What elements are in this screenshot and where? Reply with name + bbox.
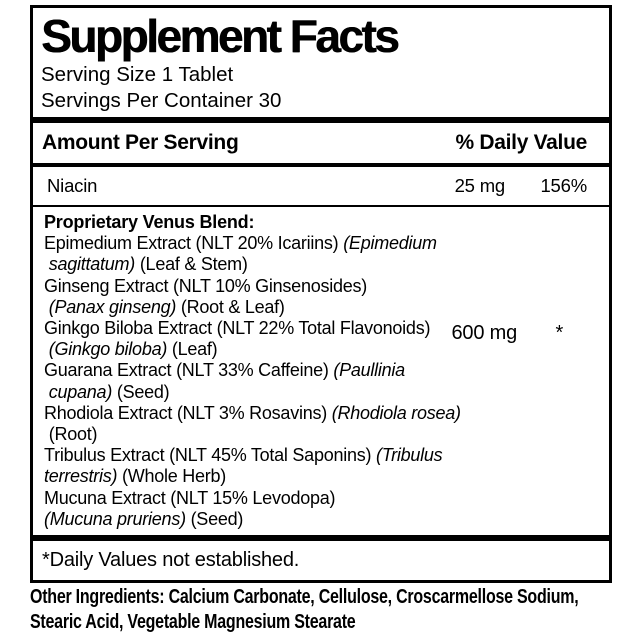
blend-line: sagittatum) (Leaf & Stem) bbox=[48, 254, 248, 275]
divider-thick-top bbox=[33, 117, 609, 123]
column-header-row: Amount Per Serving % Daily Value bbox=[33, 123, 609, 163]
blend-line: Rhodiola Extract (NLT 3% Rosavins) (Rhod… bbox=[44, 402, 461, 423]
nutrient-name: Niacin bbox=[47, 175, 98, 196]
blend-line: cupana) (Seed) bbox=[48, 381, 170, 402]
blend-line: (Mucuna pruriens) (Seed) bbox=[44, 508, 244, 529]
divider-thick-bottom bbox=[33, 535, 609, 542]
blend-line: Guarana Extract (NLT 33% Caffeine) (Paul… bbox=[44, 360, 405, 381]
supplement-facts-panel: Supplement Facts Serving Size 1 Tablet S… bbox=[30, 5, 612, 584]
blend-amount: 600 mg bbox=[451, 322, 517, 344]
servings-per-container: Servings Per Container 30 bbox=[41, 88, 282, 112]
blend-line: Epimedium Extract (NLT 20% Icariins) (Ep… bbox=[44, 233, 437, 254]
other-ingredients-line-1: Other Ingredients: Calcium Carbonate, Ce… bbox=[30, 586, 579, 608]
blend-line: Ginkgo Biloba Extract (NLT 22% Total Fla… bbox=[44, 318, 431, 339]
footnote: *Daily Values not established. bbox=[42, 549, 300, 572]
amount-per-serving-header: Amount Per Serving bbox=[42, 131, 239, 154]
proprietary-blend-section: Proprietary Venus Blend: Epimedium Extrac… bbox=[33, 207, 609, 535]
blend-lines: Proprietary Venus Blend: Epimedium Extrac… bbox=[44, 212, 600, 530]
panel-title: Supplement Facts bbox=[41, 10, 400, 62]
serving-info: Serving Size 1 Tablet Servings Per Conta… bbox=[33, 60, 609, 117]
blend-line: (Root) bbox=[44, 424, 98, 445]
blend-line: Mucuna Extract (NLT 15% Levodopa) bbox=[44, 487, 336, 508]
blend-line: Proprietary Venus Blend: bbox=[44, 212, 255, 232]
nutrient-amount: 25 mg bbox=[454, 175, 506, 196]
nutrient-daily-value: 156% bbox=[540, 175, 587, 196]
blend-line: terrestris) (Whole Herb) bbox=[44, 466, 227, 487]
blend-daily-value-asterisk: * bbox=[555, 322, 563, 344]
other-ingredients: Other Ingredients: Calcium Carbonate, Ce… bbox=[30, 585, 614, 635]
blend-line: (Panax ginseng) (Root & Leaf) bbox=[48, 296, 285, 317]
divider-medium bbox=[33, 163, 609, 167]
daily-value-header: % Daily Value bbox=[455, 131, 587, 154]
nutrient-row-niacin: Niacin 25 mg 156% bbox=[33, 167, 609, 207]
blend-line: (Ginkgo biloba) (Leaf) bbox=[48, 339, 218, 360]
blend-line: Ginseng Extract (NLT 10% Ginsenosides) bbox=[44, 275, 367, 296]
blend-line: Tribulus Extract (NLT 45% Total Saponins… bbox=[44, 445, 443, 466]
other-ingredients-line-2: Stearic Acid, Vegetable Magnesium Steara… bbox=[30, 611, 356, 633]
serving-size: Serving Size 1 Tablet bbox=[41, 63, 234, 86]
